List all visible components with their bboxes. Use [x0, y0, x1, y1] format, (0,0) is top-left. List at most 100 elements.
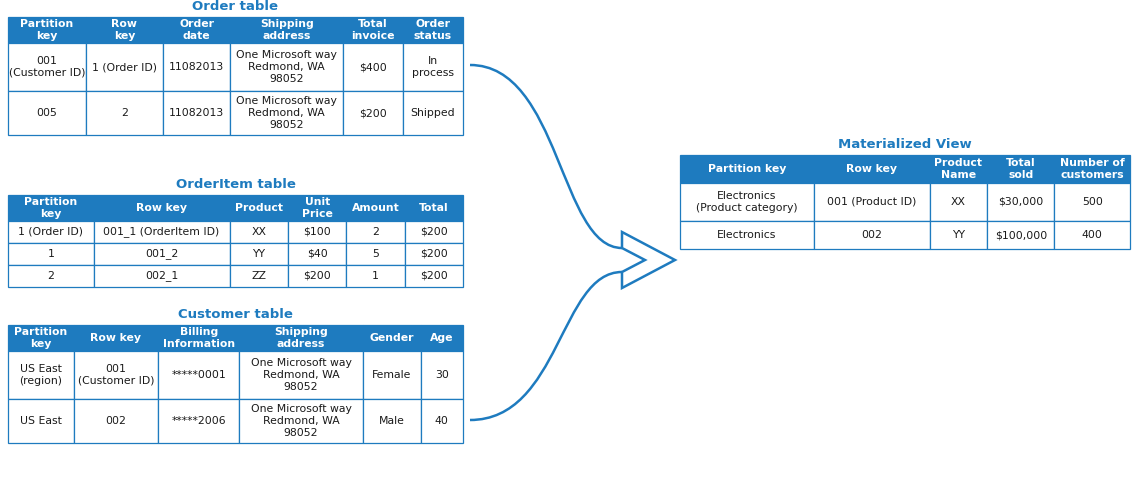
Bar: [288, 265, 346, 287]
Text: One Microsoft way
Redmond, WA
98052: One Microsoft way Redmond, WA 98052: [250, 358, 352, 392]
Bar: [8, 17, 86, 43]
Text: Male: Male: [379, 416, 404, 426]
Bar: [363, 325, 420, 351]
Bar: [8, 43, 86, 91]
Text: 005: 005: [37, 108, 57, 118]
Bar: [404, 195, 463, 221]
Text: US East
(region): US East (region): [19, 364, 63, 386]
Bar: [1054, 183, 1129, 221]
Bar: [813, 155, 930, 183]
Text: Materialized View: Materialized View: [838, 138, 972, 151]
Text: 5: 5: [372, 249, 379, 259]
Bar: [86, 17, 163, 43]
Bar: [930, 221, 988, 249]
Text: 001 (Product ID): 001 (Product ID): [827, 197, 916, 207]
Bar: [94, 195, 230, 221]
Bar: [343, 91, 403, 135]
Text: 001
(Customer ID): 001 (Customer ID): [8, 56, 85, 78]
Bar: [8, 195, 94, 221]
Text: 1 (Order ID): 1 (Order ID): [91, 62, 156, 72]
Bar: [346, 243, 404, 265]
Text: Amount: Amount: [352, 203, 400, 213]
Bar: [988, 155, 1054, 183]
Bar: [988, 183, 1054, 221]
Bar: [231, 43, 343, 91]
Text: Female: Female: [372, 370, 411, 380]
Text: $200: $200: [304, 271, 331, 281]
Bar: [404, 221, 463, 243]
Bar: [343, 43, 403, 91]
Bar: [420, 325, 463, 351]
Text: One Microsoft way
Redmond, WA
98052: One Microsoft way Redmond, WA 98052: [236, 96, 337, 130]
Text: 400: 400: [1081, 230, 1102, 240]
Bar: [159, 399, 240, 443]
Text: Age: Age: [431, 333, 453, 343]
Text: Row key: Row key: [846, 164, 898, 174]
Text: Total
invoice: Total invoice: [352, 19, 395, 41]
Bar: [86, 91, 163, 135]
Text: Gender: Gender: [369, 333, 413, 343]
Bar: [403, 91, 463, 135]
Text: 1: 1: [372, 271, 379, 281]
Bar: [679, 183, 813, 221]
Bar: [94, 221, 230, 243]
Bar: [1054, 155, 1129, 183]
Bar: [73, 325, 159, 351]
Bar: [813, 183, 930, 221]
Bar: [86, 43, 163, 91]
Bar: [404, 243, 463, 265]
Text: $100: $100: [304, 227, 331, 237]
Text: $100,000: $100,000: [995, 230, 1047, 240]
Text: YY: YY: [252, 249, 265, 259]
Text: 2: 2: [47, 271, 54, 281]
Bar: [288, 195, 346, 221]
Bar: [813, 221, 930, 249]
Bar: [73, 399, 159, 443]
Bar: [163, 17, 231, 43]
Text: Shipping
address: Shipping address: [259, 19, 314, 41]
Bar: [930, 155, 988, 183]
Text: 002: 002: [105, 416, 127, 426]
Bar: [420, 351, 463, 399]
Text: YY: YY: [952, 230, 965, 240]
Text: 002: 002: [861, 230, 882, 240]
Text: ZZ: ZZ: [251, 271, 266, 281]
Text: 30: 30: [435, 370, 449, 380]
Text: Partition
key: Partition key: [21, 19, 73, 41]
Bar: [404, 265, 463, 287]
Text: $30,000: $30,000: [998, 197, 1044, 207]
Text: OrderItem table: OrderItem table: [176, 178, 296, 191]
Text: XX: XX: [951, 197, 966, 207]
Text: $200: $200: [360, 108, 387, 118]
Text: 11082013: 11082013: [169, 108, 224, 118]
Bar: [363, 399, 420, 443]
Bar: [73, 351, 159, 399]
Bar: [1054, 221, 1129, 249]
Text: 1: 1: [47, 249, 54, 259]
Bar: [94, 243, 230, 265]
Text: 002_1: 002_1: [145, 271, 178, 281]
Text: 1 (Order ID): 1 (Order ID): [18, 227, 83, 237]
Bar: [403, 43, 463, 91]
Bar: [240, 399, 363, 443]
Bar: [346, 195, 404, 221]
Bar: [288, 243, 346, 265]
Text: Total
sold: Total sold: [1006, 158, 1036, 180]
Bar: [679, 155, 813, 183]
Bar: [8, 91, 86, 135]
Bar: [159, 351, 240, 399]
Text: Partition
key: Partition key: [14, 327, 67, 349]
Bar: [230, 243, 288, 265]
Text: 001
(Customer ID): 001 (Customer ID): [78, 364, 154, 386]
Bar: [288, 221, 346, 243]
Bar: [8, 325, 73, 351]
Bar: [988, 221, 1054, 249]
Bar: [346, 221, 404, 243]
Text: 001_1 (OrderItem ID): 001_1 (OrderItem ID): [104, 226, 219, 238]
Text: US East: US East: [19, 416, 62, 426]
Text: $400: $400: [360, 62, 387, 72]
Text: Shipped: Shipped: [411, 108, 456, 118]
Bar: [230, 195, 288, 221]
Bar: [363, 351, 420, 399]
Bar: [230, 221, 288, 243]
